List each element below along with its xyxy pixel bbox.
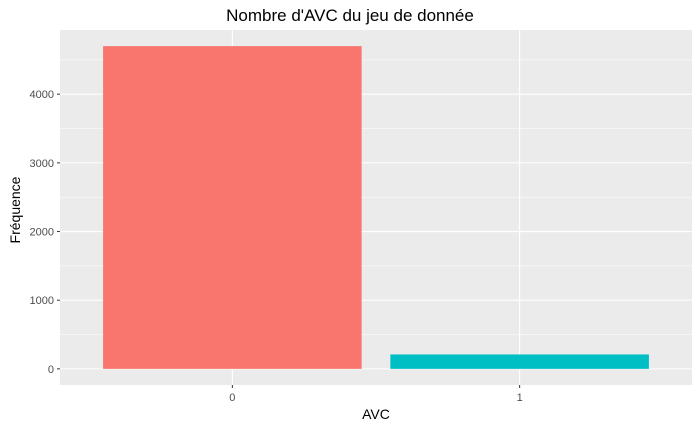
- x-tick-label: 0: [229, 392, 235, 404]
- y-tick-label: 4000: [30, 89, 54, 101]
- y-tick-label: 2000: [30, 227, 54, 239]
- chart-title: Nombre d'AVC du jeu de donnée: [226, 6, 474, 25]
- bar-layer: [103, 46, 649, 369]
- bar-0: [103, 46, 362, 369]
- y-axis-label: Fréquence: [7, 176, 23, 244]
- x-axis-label: AVC: [362, 406, 390, 422]
- bar-1: [390, 354, 649, 369]
- y-tick-label: 0: [48, 364, 54, 376]
- y-tick-label: 1000: [30, 295, 54, 307]
- y-tick-label: 3000: [30, 158, 54, 170]
- axis-layer: 0 1000 2000 3000 4000 0 1: [30, 89, 523, 404]
- x-tick-label: 1: [517, 392, 523, 404]
